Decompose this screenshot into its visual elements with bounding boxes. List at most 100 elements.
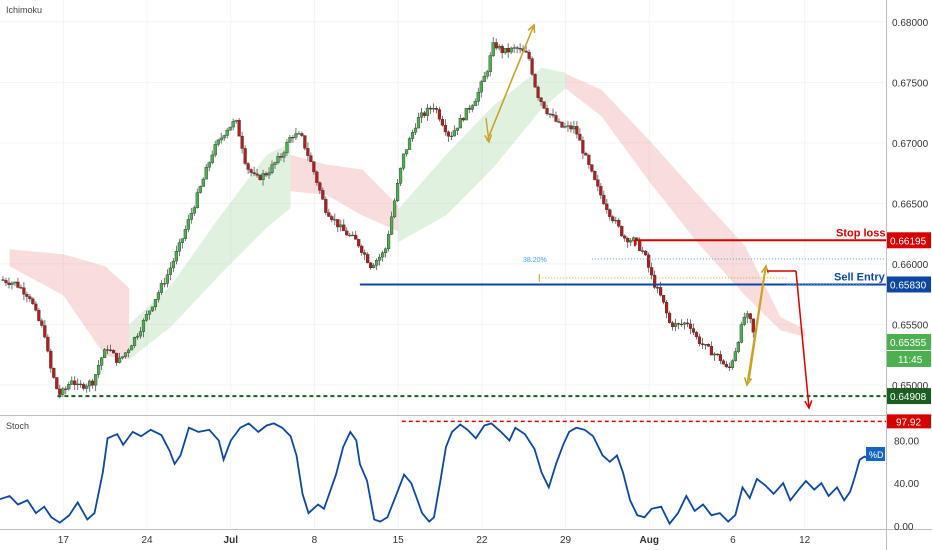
candle xyxy=(234,119,238,124)
candle xyxy=(4,277,8,286)
candle-body xyxy=(171,260,175,269)
candle-body xyxy=(673,323,678,327)
candle-body xyxy=(688,323,693,329)
candle-body xyxy=(461,118,465,121)
candle-body xyxy=(659,287,663,296)
candle-body xyxy=(542,101,546,109)
candle-body xyxy=(739,324,743,343)
candle xyxy=(46,334,50,353)
candle xyxy=(49,348,53,373)
candle-body xyxy=(324,199,328,213)
candle-body xyxy=(264,173,268,176)
candle xyxy=(662,295,666,305)
candle-body xyxy=(718,354,722,361)
candle-body xyxy=(354,234,358,240)
candle xyxy=(297,130,301,135)
candle xyxy=(249,168,253,177)
candle xyxy=(602,190,606,205)
candle-body xyxy=(748,313,752,320)
candle xyxy=(126,348,131,358)
stoch-indicator-label: Stoch xyxy=(6,421,30,431)
candle xyxy=(138,327,143,339)
candle xyxy=(252,166,256,177)
impulse-arrow-1-head xyxy=(527,23,536,34)
projection-arrow-head xyxy=(804,400,813,410)
countdown-bg xyxy=(887,350,931,367)
candle-body xyxy=(318,182,322,191)
candle xyxy=(183,225,187,242)
candle-body xyxy=(225,130,229,136)
candle-body xyxy=(168,267,172,275)
candle-body xyxy=(363,252,367,255)
candle-body xyxy=(285,142,289,154)
up-wave-arrow-shaft xyxy=(748,265,767,381)
candle xyxy=(503,48,507,55)
candle xyxy=(76,378,80,391)
candle-body xyxy=(16,281,20,288)
candle-body xyxy=(557,121,561,123)
candle-body xyxy=(114,352,119,363)
candle-body xyxy=(697,336,702,344)
candle-body xyxy=(327,212,331,217)
candle-body xyxy=(611,216,615,222)
candle xyxy=(213,140,217,158)
candle-body xyxy=(620,226,624,237)
candle-body xyxy=(419,112,424,118)
candle-body xyxy=(345,230,349,236)
candle-body xyxy=(407,138,412,150)
candle xyxy=(709,341,714,356)
candle-body xyxy=(82,384,86,389)
candle xyxy=(479,79,483,98)
candle xyxy=(443,119,447,136)
candle-body xyxy=(401,153,406,169)
candle-body xyxy=(123,352,128,357)
candle-body xyxy=(132,337,137,346)
candle-body xyxy=(183,229,187,239)
candle-body xyxy=(375,259,379,266)
candle-body xyxy=(126,349,131,353)
candle xyxy=(536,85,540,101)
candle xyxy=(141,318,146,338)
candle xyxy=(34,301,38,312)
time-axis-label: 22 xyxy=(476,535,488,546)
candle-body xyxy=(745,313,749,318)
stoch-axis-label: 40.00 xyxy=(894,479,919,490)
candle xyxy=(739,321,743,344)
time-axis-label: Jul xyxy=(224,535,239,546)
candle-body xyxy=(703,344,708,346)
ichimoku-cloud-bearish xyxy=(290,154,399,232)
candle-body xyxy=(210,154,214,163)
candle-body xyxy=(712,353,717,356)
candle xyxy=(31,297,35,305)
candle-body xyxy=(336,219,340,228)
candle-body xyxy=(467,108,471,110)
candle-body xyxy=(434,108,439,110)
candle-body xyxy=(384,248,388,253)
candle xyxy=(79,380,83,388)
candle xyxy=(515,45,519,54)
candle-body xyxy=(261,173,265,181)
candle-body xyxy=(177,242,181,252)
candle-body xyxy=(192,207,196,214)
candle xyxy=(497,44,501,51)
candle-body xyxy=(270,164,274,173)
candle-body xyxy=(584,153,588,156)
candle-body xyxy=(530,58,534,75)
candle-body xyxy=(386,234,391,250)
candle-body xyxy=(70,380,74,385)
candle-body xyxy=(700,343,705,345)
candle xyxy=(354,230,358,240)
candle xyxy=(644,250,648,257)
candle xyxy=(132,336,137,349)
candle xyxy=(43,319,47,339)
candle xyxy=(70,376,74,386)
candle-body xyxy=(61,388,65,395)
candle-body xyxy=(437,109,442,120)
candle xyxy=(730,359,734,370)
candle-body xyxy=(228,126,232,131)
candle xyxy=(174,245,178,265)
candle-body xyxy=(366,254,370,264)
candle xyxy=(231,118,235,131)
candle-body xyxy=(58,388,62,395)
